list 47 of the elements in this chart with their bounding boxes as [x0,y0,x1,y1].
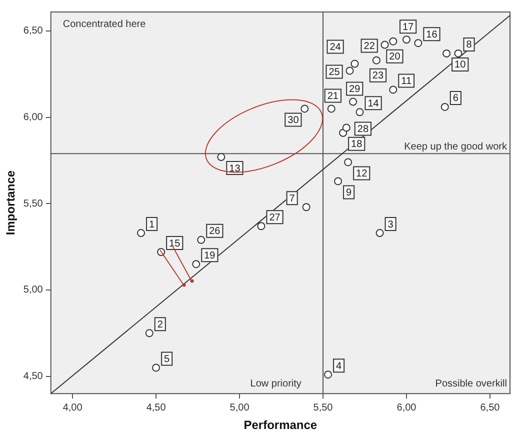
annotation: 6 [452,93,459,104]
annotation: 21 [327,90,339,102]
annotation: 27 [269,212,281,224]
x-tick-label: 4,50 [146,402,166,414]
annotation: 16 [426,29,438,40]
annotation: 3 [388,219,394,230]
annotation: 7 [289,193,296,204]
annotation: 25 [328,66,340,78]
y-tick-label: 6,50 [23,26,44,37]
annotation: 9 [346,187,352,198]
annotation: Concentrated here [62,18,146,30]
annotation: Low priority [250,378,302,390]
annotation: 13 [229,163,241,174]
annotation: 4 [336,360,342,372]
annotation: 20 [389,52,401,63]
x-tick-label: 6,00 [396,402,417,414]
annotation: 2 [157,319,164,330]
x-axis-title: Performance [244,418,318,432]
annotation: 5 [164,354,170,365]
x-tick-label: 6,50 [480,402,500,414]
annotation: 28 [357,124,369,135]
annotation: 10 [454,60,466,71]
annotation: 24 [330,42,342,54]
annotation: Keep up the good work [404,141,508,152]
annotation: 23 [372,70,384,82]
annotation: 18 [351,139,363,150]
annotation: 15 [169,238,181,250]
y-tick-label: 6,00 [23,112,44,124]
annotation: 26 [209,226,221,238]
y-axis-title: Importance [4,170,18,236]
annotation: 22 [364,41,376,52]
annotation: 29 [349,84,361,96]
annotation: 14 [368,98,380,110]
x-tick-label: 5,50 [313,402,334,414]
annotation: 30 [288,114,300,126]
x-tick-label: 5,00 [230,402,250,414]
annotation: 11 [401,76,412,87]
annotation: 17 [402,22,414,33]
annotation: 1 [149,219,156,230]
y-tick-label: 5,00 [23,284,44,296]
annotation: 19 [204,250,216,262]
x-tick-label: 4,00 [62,402,83,414]
y-tick-label: 5,50 [23,198,44,210]
annotation: 12 [356,168,368,180]
annotation: Possible overkill [435,378,507,390]
y-tick-label: 4,50 [23,371,44,382]
annotation: 8 [466,40,472,51]
